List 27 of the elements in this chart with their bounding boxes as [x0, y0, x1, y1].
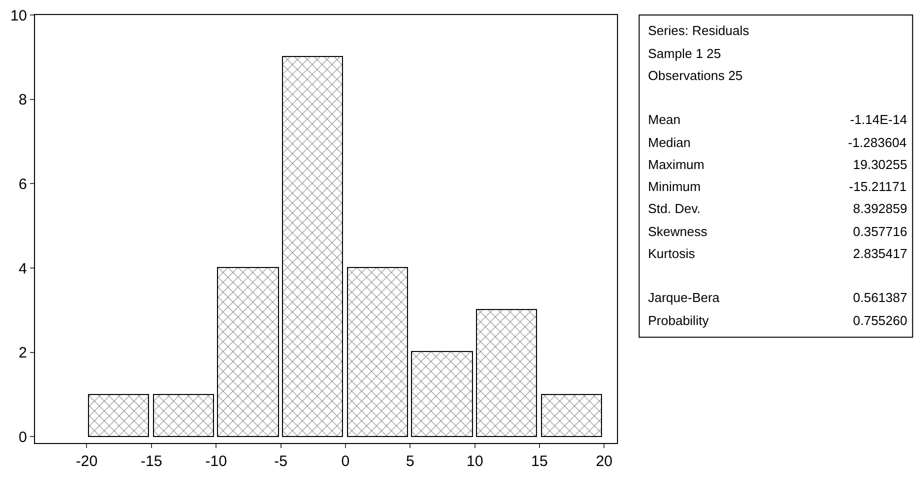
x-tick-label: 20 [596, 453, 613, 470]
text: Mean -1.14E-14 [648, 112, 908, 127]
text: Skewness 0.357716 [648, 224, 908, 239]
y-tick-label: 6 [18, 176, 27, 193]
y-tick-label: 4 [18, 260, 27, 278]
text: Series: Residuals [648, 23, 750, 38]
y-tick-label: 2 [18, 344, 27, 362]
x-tick-label: 0 [341, 453, 350, 470]
x-tick-label: -20 [76, 453, 98, 470]
x-tick-label: 10 [466, 453, 484, 470]
text: Maximum 19.30255 [648, 157, 908, 172]
text: Probability 0.755260 [648, 313, 908, 328]
text: Jarque-Bera 0.561387 [648, 290, 908, 305]
y-tick-label: 0 [18, 428, 27, 446]
y-tick-label: 8 [18, 92, 27, 109]
text: Minimum -15.21171 [648, 179, 907, 194]
x-tick-label: -15 [140, 453, 162, 470]
text: Median -1.283604 [648, 135, 907, 150]
text: Sample 1 25 [648, 46, 721, 61]
x-tick-label: 5 [406, 453, 414, 470]
x-tick-label: 15 [531, 453, 548, 470]
x-tick-label: -5 [274, 453, 288, 470]
y-tick-label: 10 [10, 7, 27, 24]
text: Observations 25 [648, 68, 743, 83]
text: Std. Dev. 8.392859 [648, 201, 908, 216]
text: Kurtosis 2.835417 [648, 246, 908, 261]
x-tick-label: -10 [205, 453, 227, 470]
